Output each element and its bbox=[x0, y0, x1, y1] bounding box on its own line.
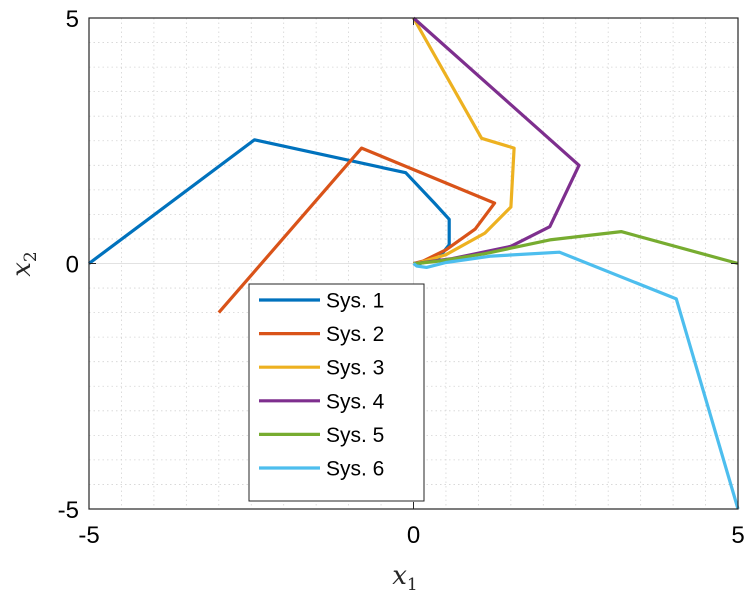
legend-label-6: Sys. 6 bbox=[326, 458, 384, 481]
legend-label-2: Sys. 2 bbox=[326, 323, 384, 346]
series-line-5 bbox=[413, 230, 739, 266]
axis-ticks bbox=[88, 17, 739, 510]
x-axis-label: x1 bbox=[392, 561, 418, 595]
x-tick-labels: -5 0 5 bbox=[78, 522, 744, 549]
legend-label-3: Sys. 3 bbox=[326, 357, 384, 380]
series-lines bbox=[88, 16, 740, 510]
y-axis-label: x2 bbox=[7, 251, 41, 277]
legend-label-1: Sys. 1 bbox=[326, 290, 384, 313]
y-tick-label: 0 bbox=[66, 252, 79, 279]
y-tick-label: -5 bbox=[58, 497, 79, 524]
legend-label-4: Sys. 4 bbox=[326, 390, 385, 413]
series-line-6 bbox=[412, 250, 740, 510]
y-tick-label: 5 bbox=[66, 6, 79, 33]
legend: Sys. 1 Sys. 2 Sys. 3 Sys. 4 Sys. 5 Sys. 6 bbox=[248, 283, 425, 502]
legend-label-5: Sys. 5 bbox=[326, 424, 384, 447]
x-tick-label: 0 bbox=[407, 522, 420, 549]
x-axis-label-main: x bbox=[392, 561, 407, 591]
y-axis-label-main: x bbox=[7, 262, 37, 277]
x-axis-label-subscript: 1 bbox=[407, 575, 418, 595]
y-axis-label-subscript: 2 bbox=[21, 251, 41, 262]
x-tick-label: -5 bbox=[78, 522, 99, 549]
y-tick-labels: -5 0 5 bbox=[58, 6, 79, 524]
x-tick-label: 5 bbox=[731, 522, 744, 549]
legend-box bbox=[248, 283, 425, 502]
